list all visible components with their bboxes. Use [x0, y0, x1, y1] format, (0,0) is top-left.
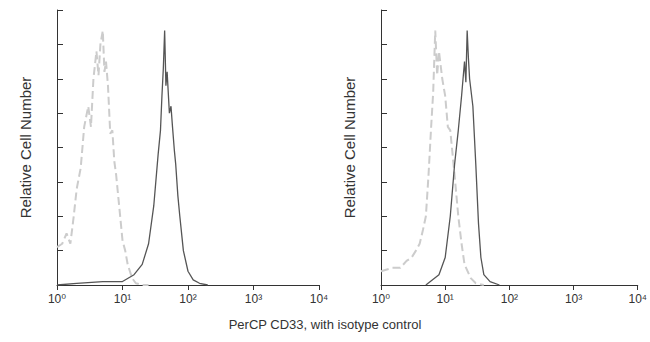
svg-text:10³: 10³	[245, 292, 262, 306]
svg-text:10²: 10²	[179, 292, 196, 306]
svg-text:10³: 10³	[565, 292, 582, 306]
svg-text:10²: 10²	[501, 292, 518, 306]
svg-text:10⁰: 10⁰	[372, 292, 390, 306]
svg-text:10⁴: 10⁴	[310, 292, 329, 306]
svg-text:10⁴: 10⁴	[628, 292, 647, 306]
svg-text:PerCP CD33, with isotype contr: PerCP CD33, with isotype control	[229, 317, 422, 332]
svg-text:10¹: 10¹	[437, 292, 454, 306]
svg-text:Relative Cell Number: Relative Cell Number	[17, 77, 34, 219]
svg-text:Relative Cell Number: Relative Cell Number	[341, 77, 358, 219]
svg-text:10¹: 10¹	[114, 292, 131, 306]
svg-text:10⁰: 10⁰	[48, 292, 66, 306]
